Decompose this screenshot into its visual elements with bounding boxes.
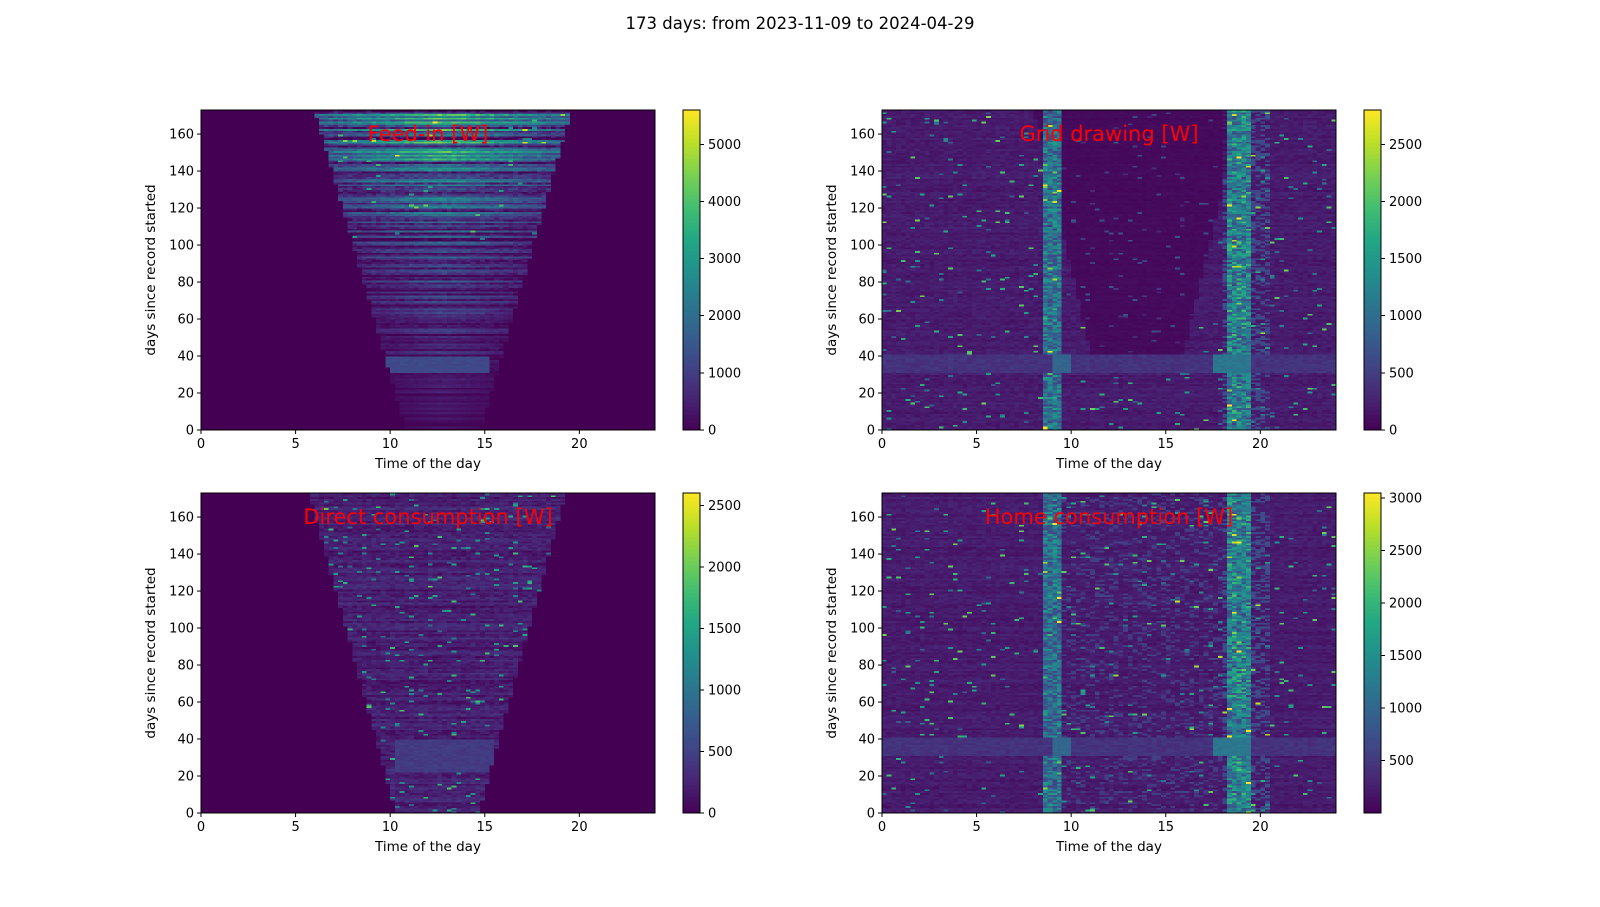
heatmap-cells bbox=[201, 110, 655, 430]
